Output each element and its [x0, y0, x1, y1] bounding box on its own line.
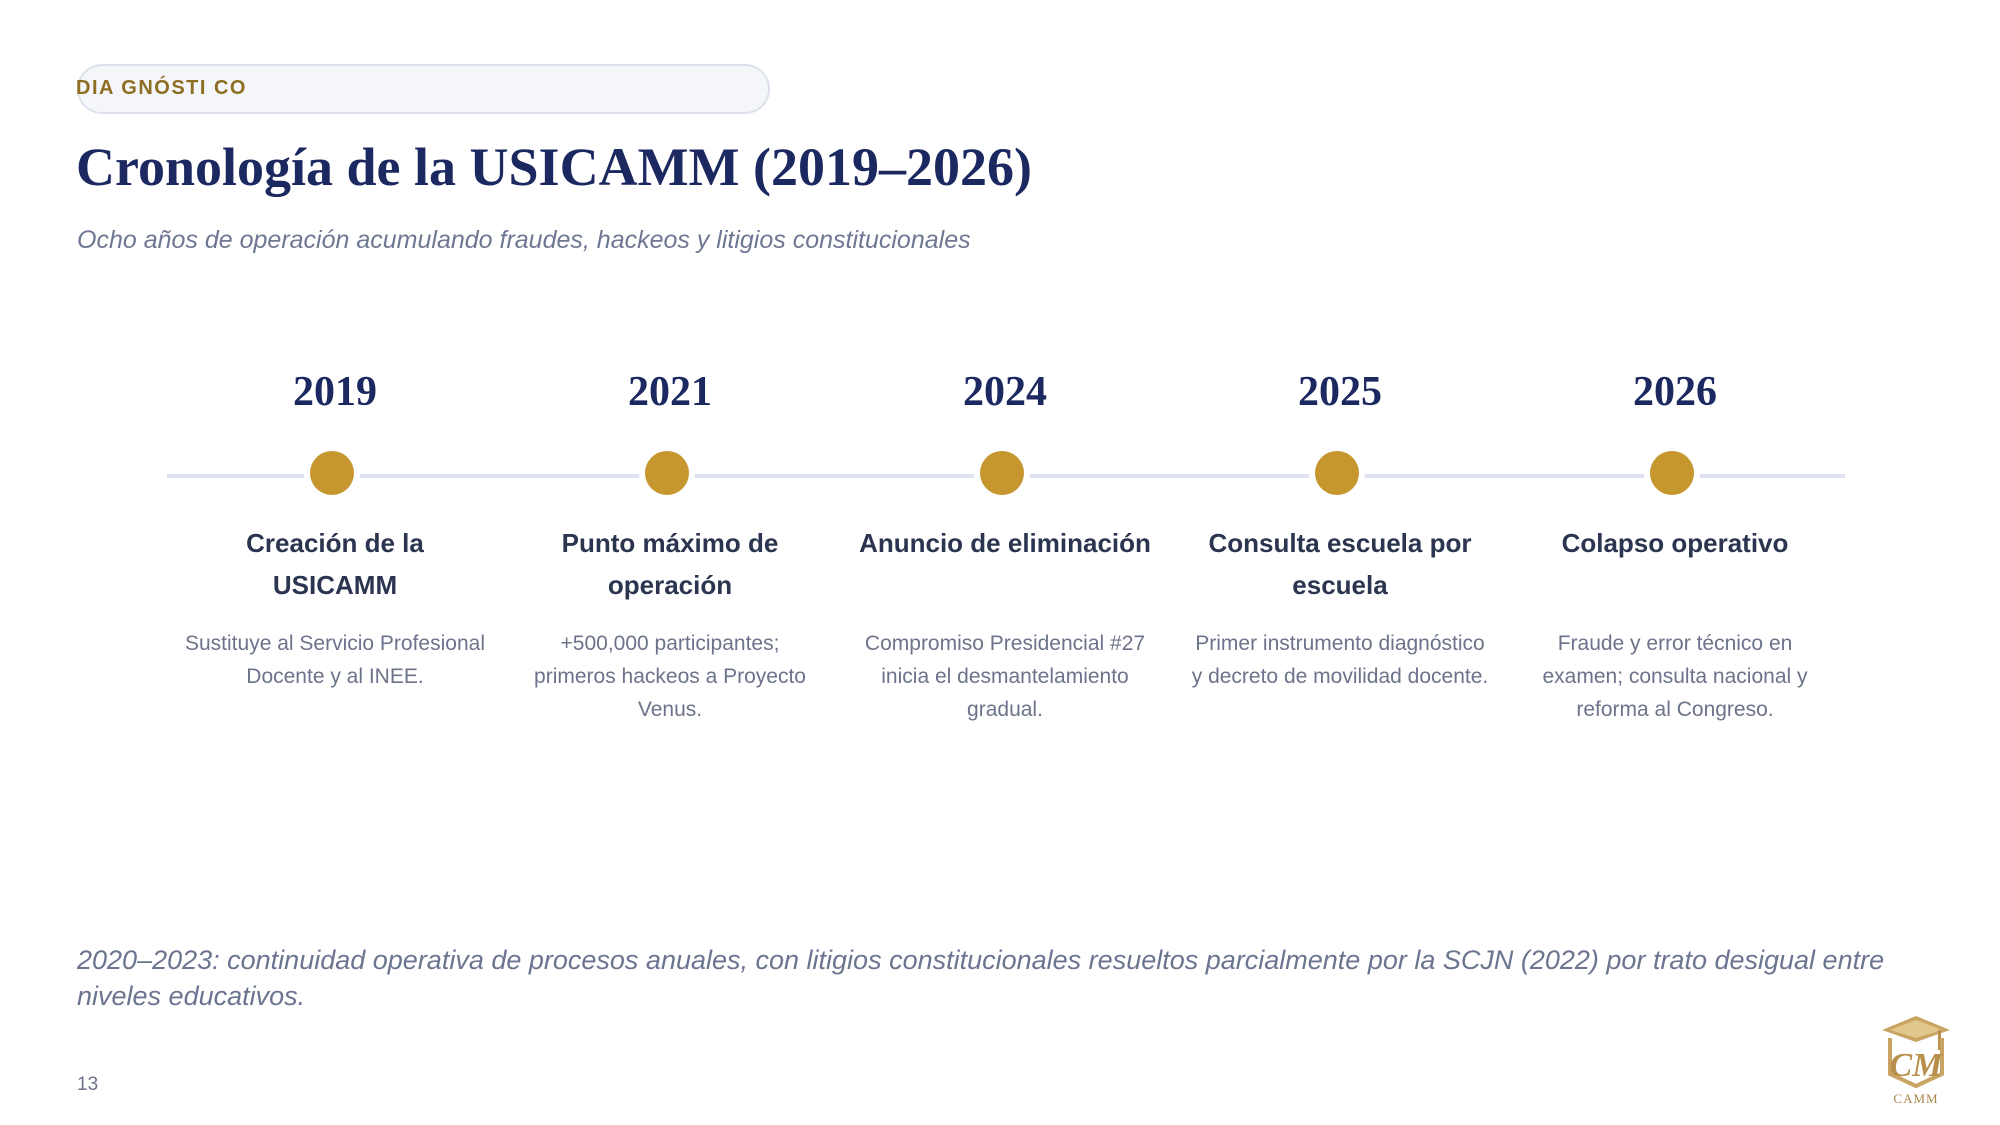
camm-logo: CM CAMM	[1876, 1012, 1956, 1107]
timeline-marker	[1650, 451, 1694, 495]
event-year: 2019	[293, 369, 377, 415]
event-description: +500,000 participantes; primeros hackeos…	[534, 632, 806, 721]
timeline-event-2021: 2021 Punto máximo de operación +500,000 …	[520, 360, 820, 721]
event-title: Consulta escuela por escuela	[1208, 528, 1472, 600]
event-title: Creación de la USICAMM	[246, 528, 424, 600]
event-description: Sustituye al Servicio Profesional Docent…	[185, 632, 485, 688]
event-year: 2025	[1298, 369, 1382, 415]
footnote: 2020–2023: continuidad operativa de proc…	[77, 945, 1885, 1011]
section-tag: DIA GNÓSTI CO	[76, 77, 247, 99]
event-year: 2024	[963, 369, 1047, 415]
page-title: Cronología de la USICAMM (2019–2026)	[76, 137, 1032, 197]
section-tag-pill	[77, 64, 770, 114]
timeline-event-2026: 2026 Colapso operativo Fraude y error té…	[1525, 360, 1825, 721]
event-description: Primer instrumento diagnóstico y decreto…	[1191, 632, 1489, 688]
timeline-event-2025: 2025 Consulta escuela por escuela Primer…	[1190, 360, 1490, 688]
event-year: 2026	[1633, 369, 1717, 415]
timeline-marker	[645, 451, 689, 495]
graduation-cap-logo-icon: CM CAMM	[1882, 1016, 1950, 1106]
logo-label: CAMM	[1893, 1091, 1938, 1106]
event-title: Punto máximo de operación	[561, 528, 779, 600]
timeline-marker	[1315, 451, 1359, 495]
logo-monogram: CM	[1890, 1047, 1945, 1084]
event-title: Colapso operativo	[1561, 528, 1789, 558]
page-number: 13	[77, 1074, 99, 1095]
page-subtitle: Ocho años de operación acumulando fraude…	[77, 226, 971, 254]
timeline-event-2024: 2024 Anuncio de eliminación Compromiso P…	[855, 360, 1155, 721]
timeline-event-2019: 2019 Creación de la USICAMM Sustituye al…	[185, 360, 485, 688]
event-title: Anuncio de eliminación	[859, 528, 1151, 558]
event-description: Compromiso Presidencial #27 inicia el de…	[864, 632, 1146, 721]
event-year: 2021	[628, 369, 712, 415]
timeline-marker	[310, 451, 354, 495]
timeline-marker	[980, 451, 1024, 495]
event-description: Fraude y error técnico en examen; consul…	[1542, 632, 1808, 721]
